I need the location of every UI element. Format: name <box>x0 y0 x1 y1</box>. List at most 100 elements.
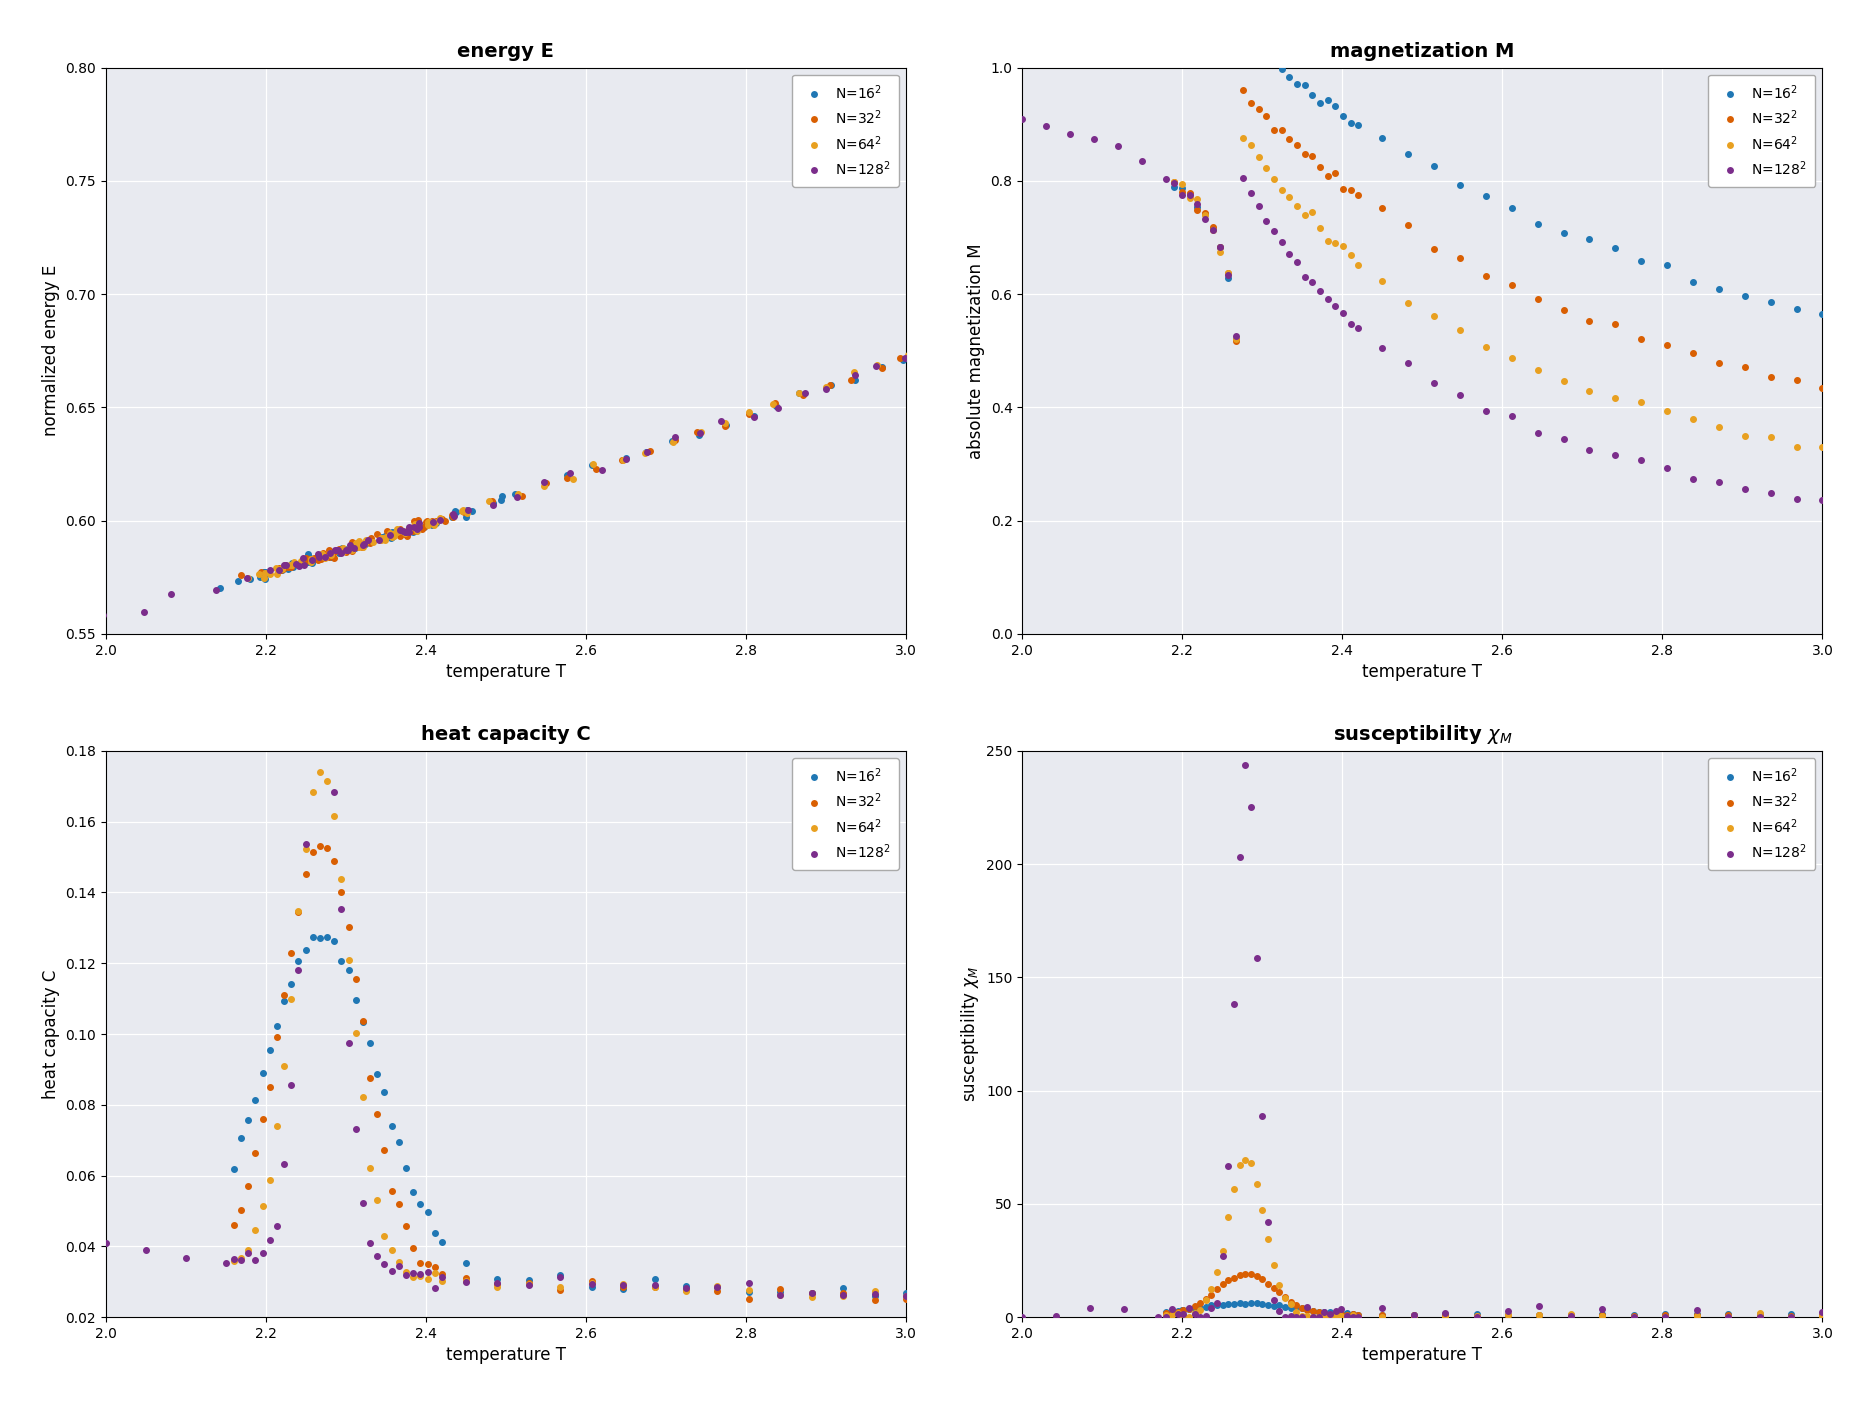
Point <box>836 368 866 391</box>
Point <box>227 1198 257 1220</box>
Point <box>1264 1299 1294 1322</box>
Point <box>1714 1306 1744 1329</box>
Point <box>763 396 793 419</box>
Point <box>381 520 411 543</box>
Point <box>1286 1296 1316 1319</box>
Y-axis label: heat capacity C: heat capacity C <box>41 969 60 1098</box>
Point <box>347 534 377 557</box>
Point <box>1174 1298 1204 1320</box>
Point <box>1744 1302 1774 1324</box>
Point <box>1776 1305 1806 1327</box>
Point <box>1230 1149 1260 1171</box>
Point <box>1462 1303 1492 1326</box>
Point <box>1399 1305 1429 1327</box>
Point <box>349 1087 379 1109</box>
Point <box>1202 1292 1232 1315</box>
Point <box>448 499 478 522</box>
Point <box>426 509 456 531</box>
Point <box>407 517 437 540</box>
Point <box>304 546 334 568</box>
Point <box>608 449 638 471</box>
Point <box>1228 166 1258 188</box>
Point <box>1185 1296 1215 1319</box>
Point <box>366 529 396 551</box>
Point <box>368 526 398 548</box>
Point <box>1224 1264 1254 1286</box>
Point <box>739 405 769 427</box>
Point <box>1335 179 1365 201</box>
Point <box>1269 1286 1299 1309</box>
Point <box>334 949 364 972</box>
Point <box>1575 380 1605 402</box>
Point <box>388 520 418 543</box>
Point <box>1281 1294 1311 1316</box>
Point <box>1157 1298 1187 1320</box>
Point <box>1309 1301 1339 1323</box>
Point <box>1185 1292 1215 1315</box>
Point <box>392 524 422 547</box>
Point <box>1626 250 1656 273</box>
Point <box>1342 253 1372 276</box>
Point <box>399 513 429 536</box>
Point <box>403 516 433 538</box>
Point <box>482 1272 512 1295</box>
Point <box>1213 1270 1243 1292</box>
Point <box>1312 165 1342 187</box>
Point <box>234 568 264 591</box>
Point <box>384 1192 414 1215</box>
Point <box>249 564 279 586</box>
Point <box>1162 1301 1192 1323</box>
Point <box>428 1263 458 1285</box>
Point <box>377 527 407 550</box>
Point <box>1808 302 1838 325</box>
Point <box>264 558 294 581</box>
Point <box>1228 127 1258 149</box>
Point <box>1269 1286 1299 1309</box>
Point <box>671 1275 701 1298</box>
Point <box>302 550 332 572</box>
Point <box>274 555 304 578</box>
Point <box>428 1270 458 1292</box>
Point <box>1320 1299 1350 1322</box>
Point <box>262 1015 292 1038</box>
Point <box>1326 1303 1356 1326</box>
Point <box>1446 173 1476 195</box>
Point <box>1599 238 1629 260</box>
Point <box>733 1279 763 1302</box>
Point <box>1292 1299 1322 1322</box>
Point <box>1166 183 1196 205</box>
Point <box>1314 1303 1344 1326</box>
Point <box>1470 399 1500 422</box>
Point <box>266 560 296 582</box>
Point <box>232 567 262 589</box>
Point <box>349 533 379 555</box>
Point <box>377 523 407 546</box>
Point <box>1219 1178 1249 1201</box>
Point <box>311 688 341 710</box>
Point <box>339 534 369 557</box>
Point <box>1224 1292 1254 1315</box>
Point <box>1328 105 1358 128</box>
Point <box>503 482 532 505</box>
Point <box>1221 325 1251 347</box>
Point <box>1080 128 1110 150</box>
Point <box>412 1261 442 1284</box>
Point <box>398 1181 428 1204</box>
Point <box>630 441 660 464</box>
Point <box>1286 1296 1316 1319</box>
Point <box>1744 1303 1774 1326</box>
Point <box>1776 1305 1806 1327</box>
Point <box>450 1271 480 1294</box>
Point <box>1419 155 1449 177</box>
Point <box>336 536 366 558</box>
Point <box>412 510 442 533</box>
Point <box>1282 73 1312 96</box>
Point <box>1174 181 1204 204</box>
Point <box>384 1130 414 1153</box>
Point <box>272 554 302 576</box>
Point <box>1446 384 1476 406</box>
Point <box>1781 368 1811 391</box>
Point <box>326 898 356 921</box>
Point <box>1678 271 1708 294</box>
Point <box>304 546 334 568</box>
